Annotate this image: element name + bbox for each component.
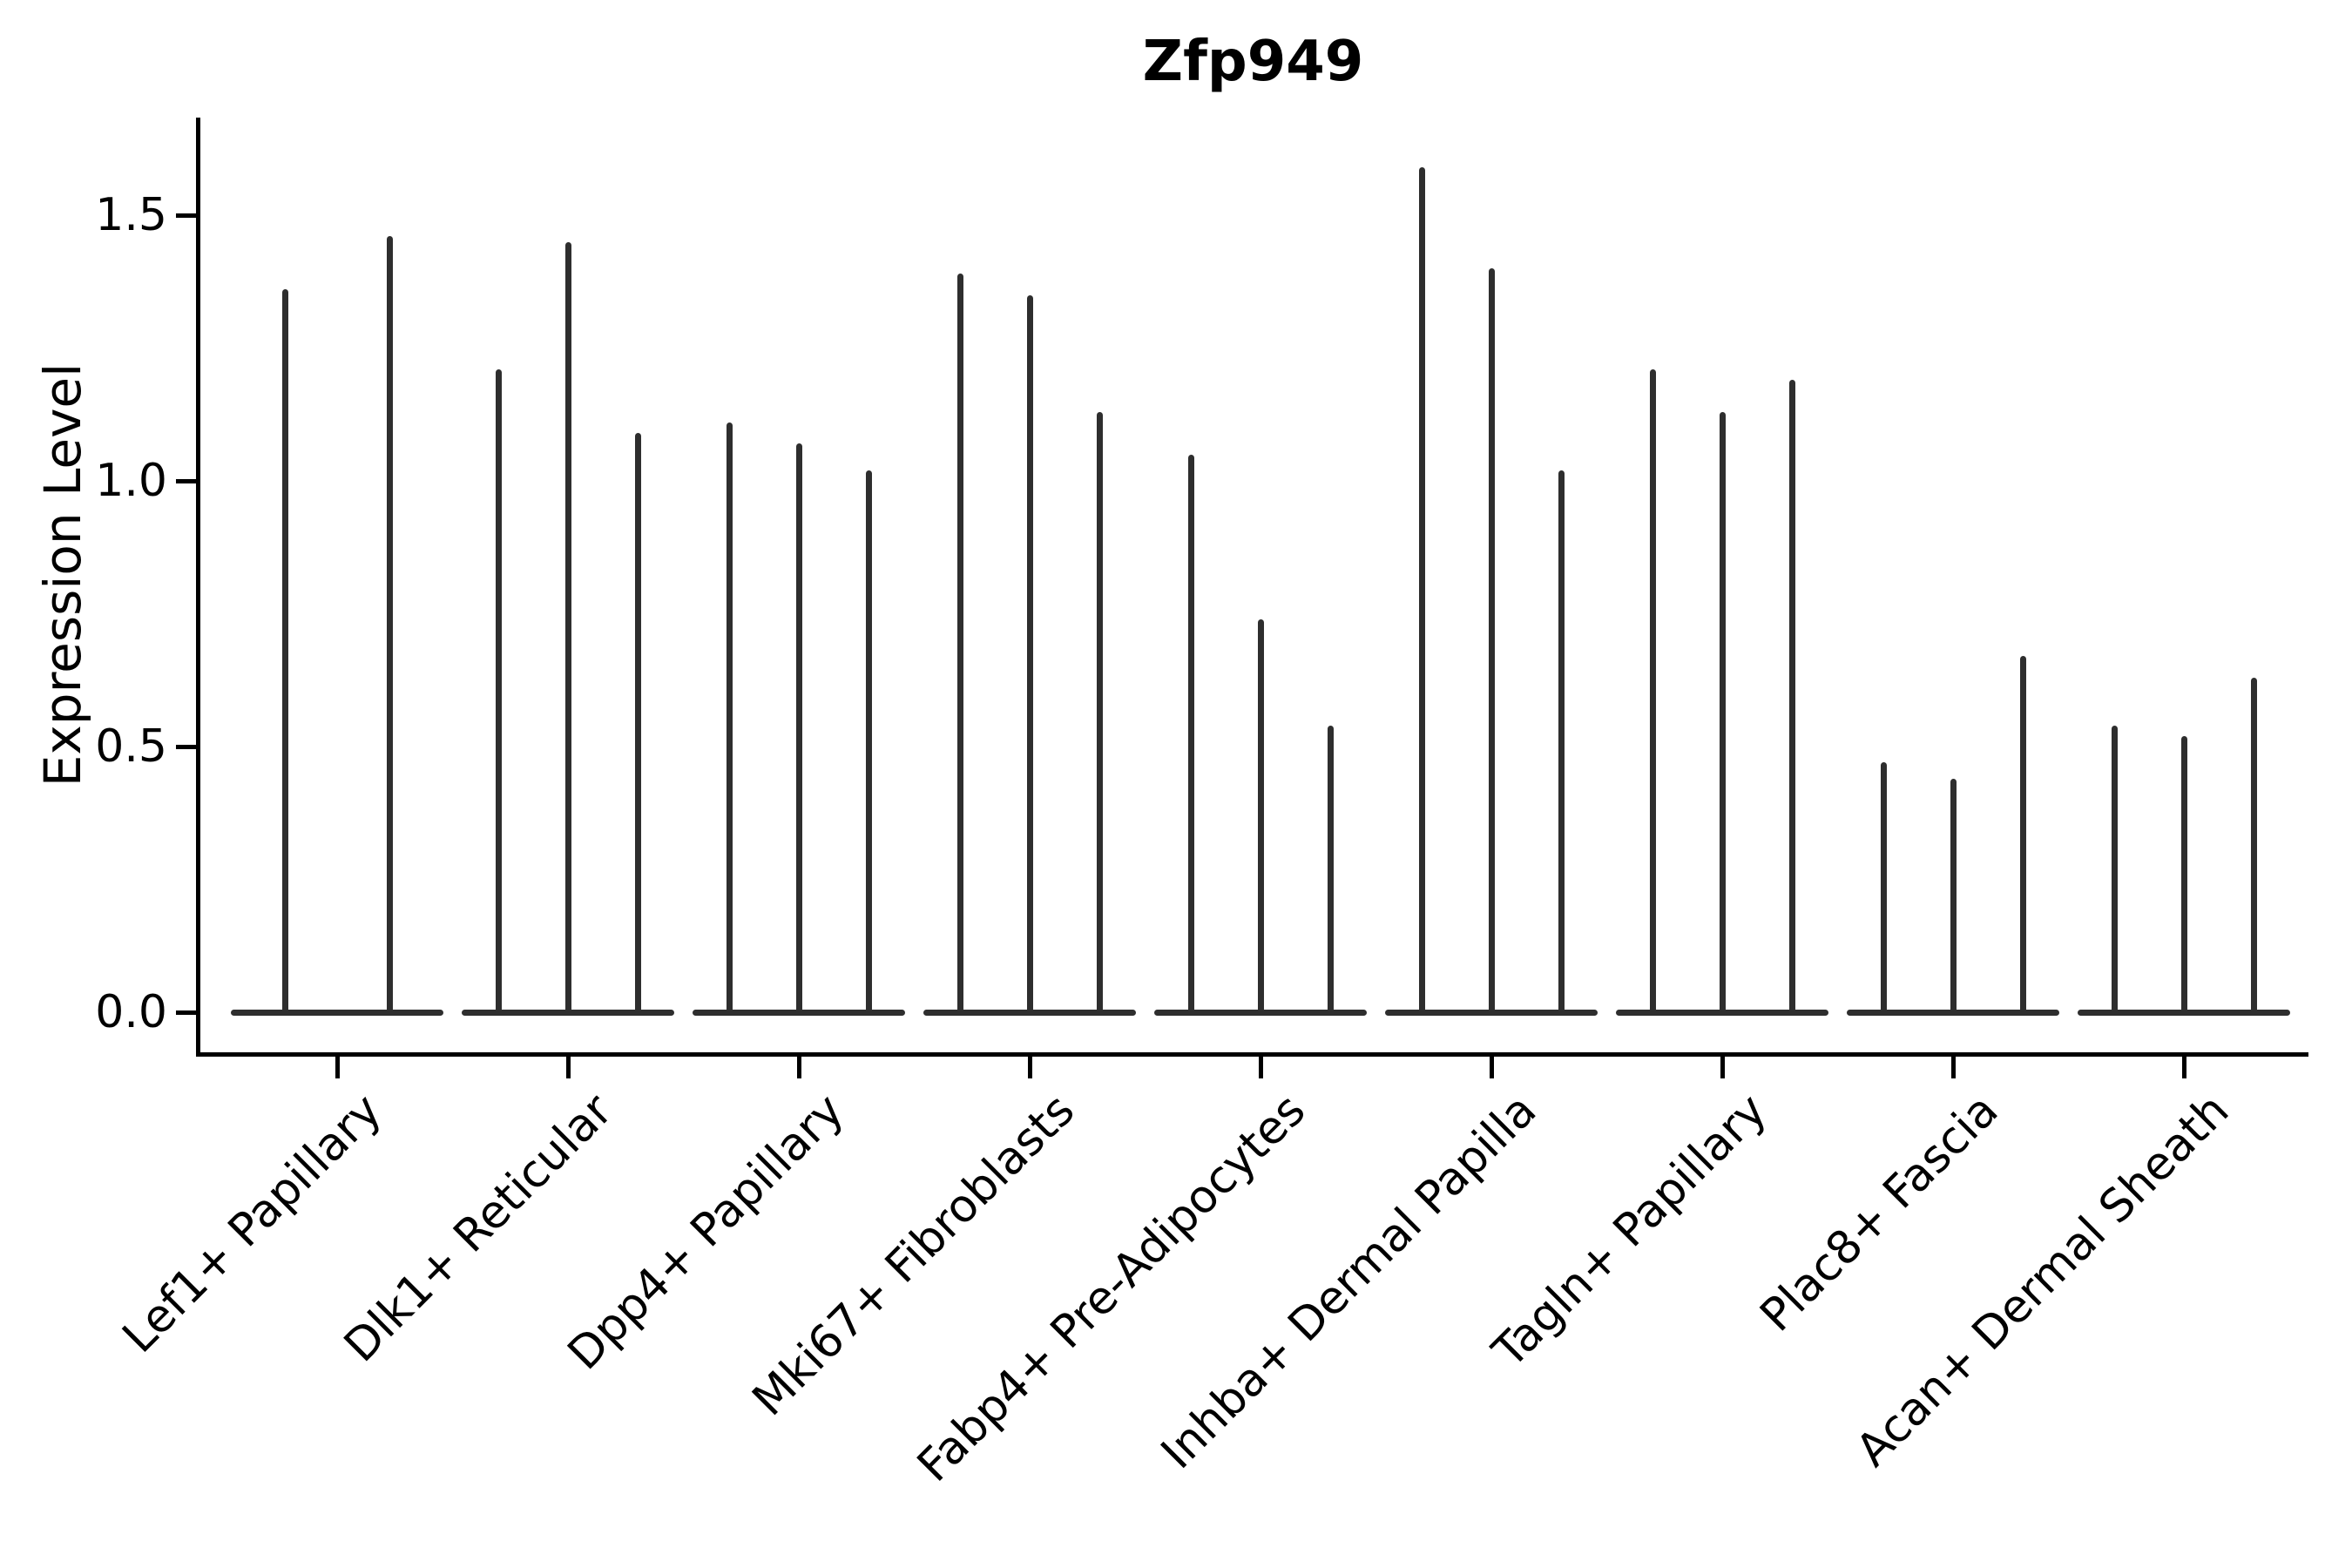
x-tick-label: Fabp4+ Pre-Adipocytes — [907, 1084, 1316, 1492]
violin-spike — [726, 422, 733, 1015]
y-tick-mark — [176, 1010, 198, 1015]
violin-spike — [281, 289, 288, 1015]
violin-spike — [1026, 294, 1033, 1015]
y-tick-label: 1.0 — [95, 455, 167, 507]
y-tick-mark — [176, 478, 198, 483]
violin-spike — [2250, 677, 2257, 1015]
violin-spike — [1880, 762, 1887, 1015]
violin-spike — [1649, 368, 1656, 1015]
violin-spike — [1418, 167, 1425, 1015]
violin-spike — [865, 470, 872, 1015]
violin-base — [231, 1009, 443, 1016]
x-tick-mark — [1950, 1054, 1956, 1078]
violin-spike — [495, 368, 502, 1015]
y-tick-mark — [176, 213, 198, 218]
violin-spike — [2180, 735, 2187, 1015]
violin-spike — [2111, 725, 2118, 1015]
plot-title: Zfp949 — [1142, 30, 1364, 94]
x-tick-mark — [2181, 1054, 2186, 1078]
x-tick-mark — [565, 1054, 571, 1078]
violin-spike — [1788, 380, 1795, 1015]
violin-spike — [564, 241, 571, 1015]
y-tick-label: 0.5 — [95, 720, 167, 773]
x-tick-mark — [796, 1054, 801, 1078]
x-tick-label: Inhba+ Dermal Papilla — [1151, 1084, 1547, 1480]
x-tick-mark — [1258, 1054, 1263, 1078]
violin-spike — [2019, 656, 2026, 1015]
violin-spike — [386, 236, 393, 1015]
y-tick-label: 0.0 — [95, 986, 167, 1038]
x-tick-mark — [1027, 1054, 1032, 1078]
violin-spike — [956, 274, 963, 1015]
y-axis-line — [196, 118, 200, 1057]
violin-spike — [1488, 268, 1495, 1015]
x-tick-mark — [335, 1054, 340, 1078]
x-tick-mark — [1489, 1054, 1494, 1078]
violin-spike — [1950, 778, 1957, 1015]
violin-spike — [1558, 470, 1565, 1015]
x-axis-line — [196, 1052, 2308, 1057]
violin-spike — [1187, 454, 1194, 1015]
x-tick-label: Acan+ Dermal Sheath — [1846, 1084, 2240, 1477]
x-tick-mark — [1720, 1054, 1725, 1078]
violin-spike — [1327, 725, 1334, 1015]
violin-spike — [1096, 411, 1103, 1015]
violin-spike — [1257, 618, 1264, 1015]
violin-spike — [634, 433, 641, 1015]
y-tick-label: 1.5 — [95, 189, 167, 241]
y-tick-mark — [176, 744, 198, 749]
violin-spike — [795, 443, 802, 1015]
violin-spike — [1719, 411, 1726, 1015]
x-tick-label: Plac8+ Fascia — [1750, 1084, 2009, 1342]
